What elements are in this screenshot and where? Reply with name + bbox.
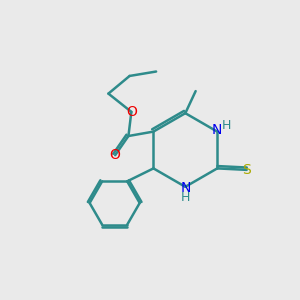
- Text: N: N: [212, 123, 222, 137]
- Text: H: H: [181, 191, 190, 205]
- Text: S: S: [242, 163, 251, 177]
- Text: N: N: [180, 181, 190, 195]
- Text: O: O: [110, 148, 121, 162]
- Text: H: H: [222, 118, 231, 132]
- Text: O: O: [126, 105, 137, 119]
